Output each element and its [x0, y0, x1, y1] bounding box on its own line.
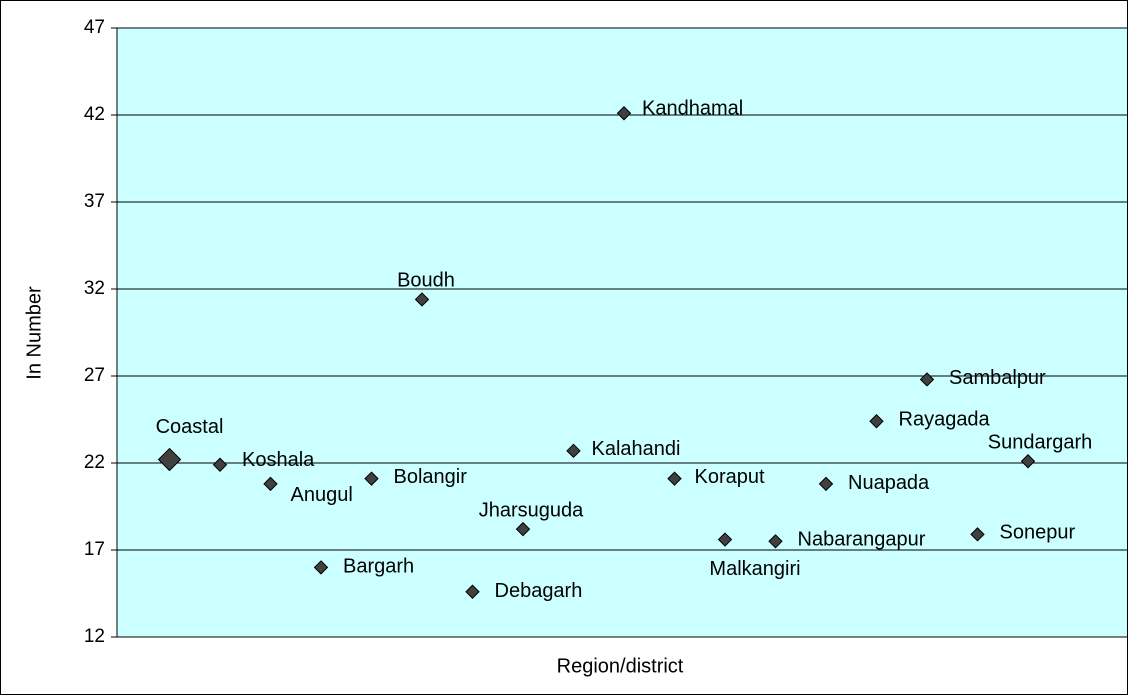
point-label: Kandhamal: [642, 98, 743, 120]
point-label: Sundargarh: [988, 432, 1093, 454]
marker: [515, 521, 531, 537]
marker: [919, 372, 935, 387]
marker: [212, 457, 228, 472]
point-label: Malkangiri: [709, 558, 800, 580]
point-label: Sonepur: [1000, 522, 1076, 544]
point-label: Sambalpur: [949, 367, 1046, 389]
marker: [616, 106, 632, 121]
marker: [717, 532, 733, 547]
plot-area: [117, 28, 1127, 637]
marker: [313, 560, 329, 575]
y-tick-label: 47: [84, 17, 105, 38]
point-label: Boudh: [397, 270, 455, 292]
marker: [818, 476, 834, 492]
point-label: Nuapada: [848, 472, 930, 494]
marker: [970, 527, 985, 542]
marker: [465, 584, 480, 599]
point-label: Kalahandi: [592, 438, 681, 460]
y-tick-label: 22: [84, 452, 105, 473]
point-label: Koshala: [242, 449, 315, 471]
marker: [667, 471, 682, 486]
y-tick-label: 32: [84, 278, 105, 299]
point-label: Debagarh: [495, 580, 583, 602]
y-axis-label: In Number: [23, 286, 45, 380]
point-label: Anugul: [291, 484, 353, 506]
marker: [263, 476, 278, 492]
point-label: Bolangir: [394, 466, 468, 488]
point-label: Nabarangapur: [798, 529, 926, 551]
marker: [157, 447, 182, 472]
point-label: Jharsuguda: [479, 499, 584, 521]
y-tick-label: 12: [84, 626, 105, 647]
point-label: Coastal: [156, 416, 224, 438]
y-tick-label: 27: [84, 365, 105, 386]
marker: [1020, 454, 1036, 469]
y-tick-label: 17: [84, 539, 105, 560]
y-tick-label: 42: [84, 104, 105, 125]
marker: [414, 292, 430, 307]
point-label: Koraput: [695, 466, 765, 488]
x-axis-label: Region/district: [557, 655, 684, 677]
marker: [869, 414, 884, 429]
marker: [768, 534, 783, 549]
marker: [566, 443, 581, 459]
point-label: Rayagada: [899, 409, 991, 431]
marker: [364, 471, 379, 486]
point-label: Bargarh: [343, 556, 414, 578]
y-tick-label: 37: [84, 191, 105, 212]
